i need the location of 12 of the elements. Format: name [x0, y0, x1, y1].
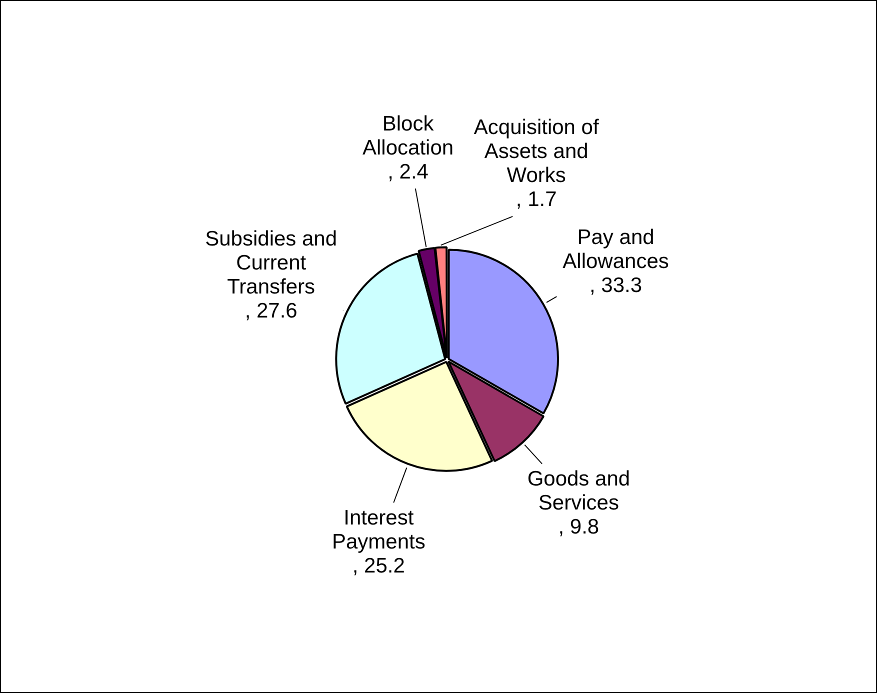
- data-label: , 2.4: [388, 160, 429, 184]
- slice-label: Block Allocation: [362, 112, 454, 160]
- slice-label: Goods and Services: [527, 468, 630, 515]
- data-label: , 1.7: [516, 188, 557, 212]
- data-label: , 9.8: [558, 516, 600, 539]
- data-label: , 33.3: [590, 274, 642, 298]
- slice-label: Pay and Allowances: [562, 226, 669, 274]
- data-label: , 27.6: [244, 300, 298, 323]
- slice-label: Acquisition of Assets and Works: [474, 116, 599, 188]
- slice-label: Interest Payments: [332, 506, 426, 554]
- data-label: , 25.2: [352, 554, 405, 578]
- slice-label: Subsidies and Current Transfers: [205, 228, 338, 299]
